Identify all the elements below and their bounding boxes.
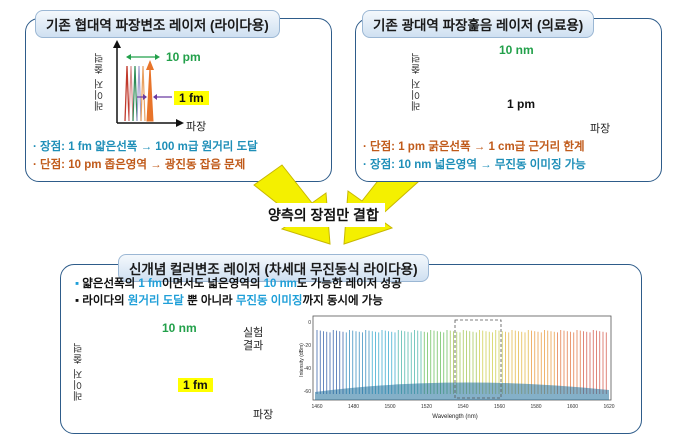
spectrum-ytick: -40 [304, 366, 311, 372]
spectrum-ytick: -20 [304, 343, 311, 349]
broadband-panel-title: 기존 광대역 파장훑음 레이저 (의료용) [362, 10, 595, 38]
right-ylabel: 레이저 출력 [412, 52, 423, 111]
spectrum-xtick: 1620 [603, 404, 614, 410]
spectrum-xtick: 1480 [348, 404, 359, 410]
spectrum-ylabel: Intensity (dBm) [299, 343, 305, 377]
right-spacing-label: 10 nm [499, 43, 534, 57]
left-peak-3 [132, 65, 138, 122]
spectrum-noise-floor [315, 382, 609, 400]
spectrum-xtick: 1520 [421, 404, 432, 410]
spectrum-highlight-box [454, 319, 502, 399]
spectrum-xtick: 1560 [494, 404, 505, 410]
experimental-spectrum: 1460 1480 1500 1520 1540 1560 1580 1600 1620 0 -2… [299, 315, 615, 420]
combine-label: 양측의 장점만 결합 [262, 203, 385, 227]
spectrum-xtick: 1580 [530, 404, 541, 410]
bottom-linewidth-label: 1 fm [178, 378, 213, 392]
spectrum-xtick: 1500 [384, 404, 395, 410]
right-linewidth-label: 1 pm [507, 97, 536, 111]
spectrum-xlabel: Wavelength (nm) [432, 414, 477, 420]
bottom-bullet-1: ▪ 얇은선폭의 1 fm이면서도 넓은영역의 10 nm도 가능한 레이저 성공 [75, 278, 402, 290]
bottom-bullet-2: ▪ 라이다의 원거리 도달 뿐 아니라 무진동 이미징까지 동시에 가능 [75, 295, 383, 307]
experiment-label: 실험 결과 [243, 327, 264, 352]
left-peak-4 [136, 65, 142, 122]
bottom-spacing-label: 10 nm [162, 321, 197, 335]
left-pro-text: · 장점: 1 fm 얇은선폭 → 100 m급 원거리 도달 [33, 141, 258, 153]
left-spacing-label: 10 pm [166, 50, 201, 64]
spectrum-xtick: 1460 [311, 404, 322, 410]
left-xlabel: 파장 [186, 121, 207, 133]
spectrum-xtick: 1600 [567, 404, 578, 410]
left-peak-2 [128, 65, 134, 122]
left-peak-5 [140, 65, 146, 122]
left-con-text: · 단점: 10 pm 좁은영역 → 광진동 잡음 문제 [33, 159, 246, 171]
spectrum-ytick: -60 [304, 389, 311, 395]
bottom-panel-title: 신개념 컬러변조 레이저 (차세대 무진동식 라이다용) [118, 254, 429, 282]
right-con-text: · 단점: 1 pm 굵은선폭 → 1 cm급 근거리 한계 [363, 141, 585, 153]
right-pro-text: · 장점: 10 nm 넓은영역 → 무진동 이미징 가능 [363, 159, 586, 171]
right-xlabel: 파장 [590, 123, 611, 135]
left-linewidth-label: 1 fm [174, 91, 209, 105]
spectrum-ytick: 0 [308, 320, 311, 326]
narrowband-panel-title: 기존 협대역 파장변조 레이저 (라이다용) [35, 10, 280, 38]
broadband-laser-panel [355, 18, 662, 182]
bottom-xlabel: 파장 [253, 409, 274, 421]
spectrum-xtick: 1540 [457, 404, 468, 410]
left-peak-6 [146, 65, 154, 122]
bottom-ylabel: 레이저 출력 [74, 342, 85, 401]
left-peak-1 [124, 65, 130, 122]
